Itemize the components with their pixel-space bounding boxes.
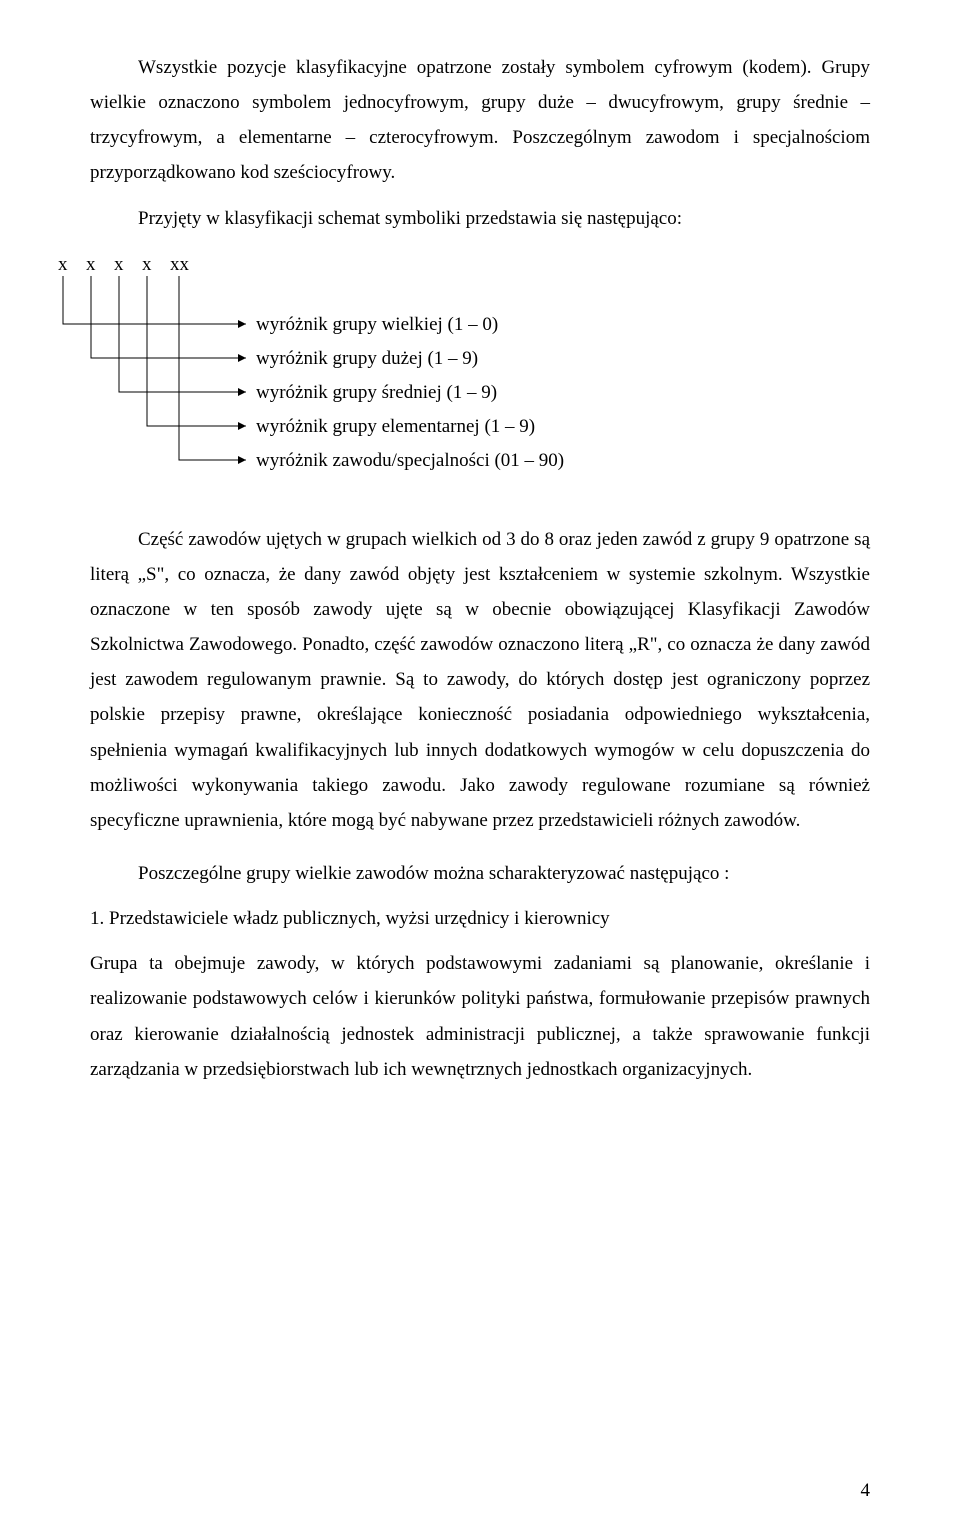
schema-label-3: wyróżnik grupy średniej (1 – 9) (256, 382, 497, 403)
paragraph-s-r-explain: Część zawodów ujętych w grupach wielkich… (90, 522, 870, 838)
schema-label-4: wyróżnik grupy elementarnej (1 – 9) (256, 416, 535, 437)
schema-diagram: x x x x xx (90, 254, 870, 494)
paragraph-schema-intro: Przyjęty w klasyfikacji schemat symbolik… (90, 201, 870, 236)
list-item-heading-1: 1. Przedstawiciele władz publicznych, wy… (90, 901, 870, 936)
x-symbol: x (142, 254, 152, 275)
paragraph-intro: Wszystkie pozycje klasyfikacyjne opatrzo… (90, 50, 870, 191)
page-number: 4 (861, 1480, 871, 1502)
x-symbol: x (86, 254, 96, 275)
x-symbol: x (58, 254, 68, 275)
paragraph-group-1-desc: Grupa ta obejmuje zawody, w których pods… (90, 946, 870, 1087)
schema-svg: x x x x xx (48, 254, 608, 494)
schema-label-2: wyróżnik grupy dużej (1 – 9) (256, 348, 478, 369)
schema-label-1: wyróżnik grupy wielkiej (1 – 0) (256, 314, 498, 335)
x-symbol: x (114, 254, 124, 275)
schema-label-5: wyróżnik zawodu/specjalności (01 – 90) (256, 450, 564, 471)
x-symbol: xx (170, 254, 190, 275)
paragraph-groups-intro: Poszczególne grupy wielkie zawodów można… (90, 856, 870, 891)
